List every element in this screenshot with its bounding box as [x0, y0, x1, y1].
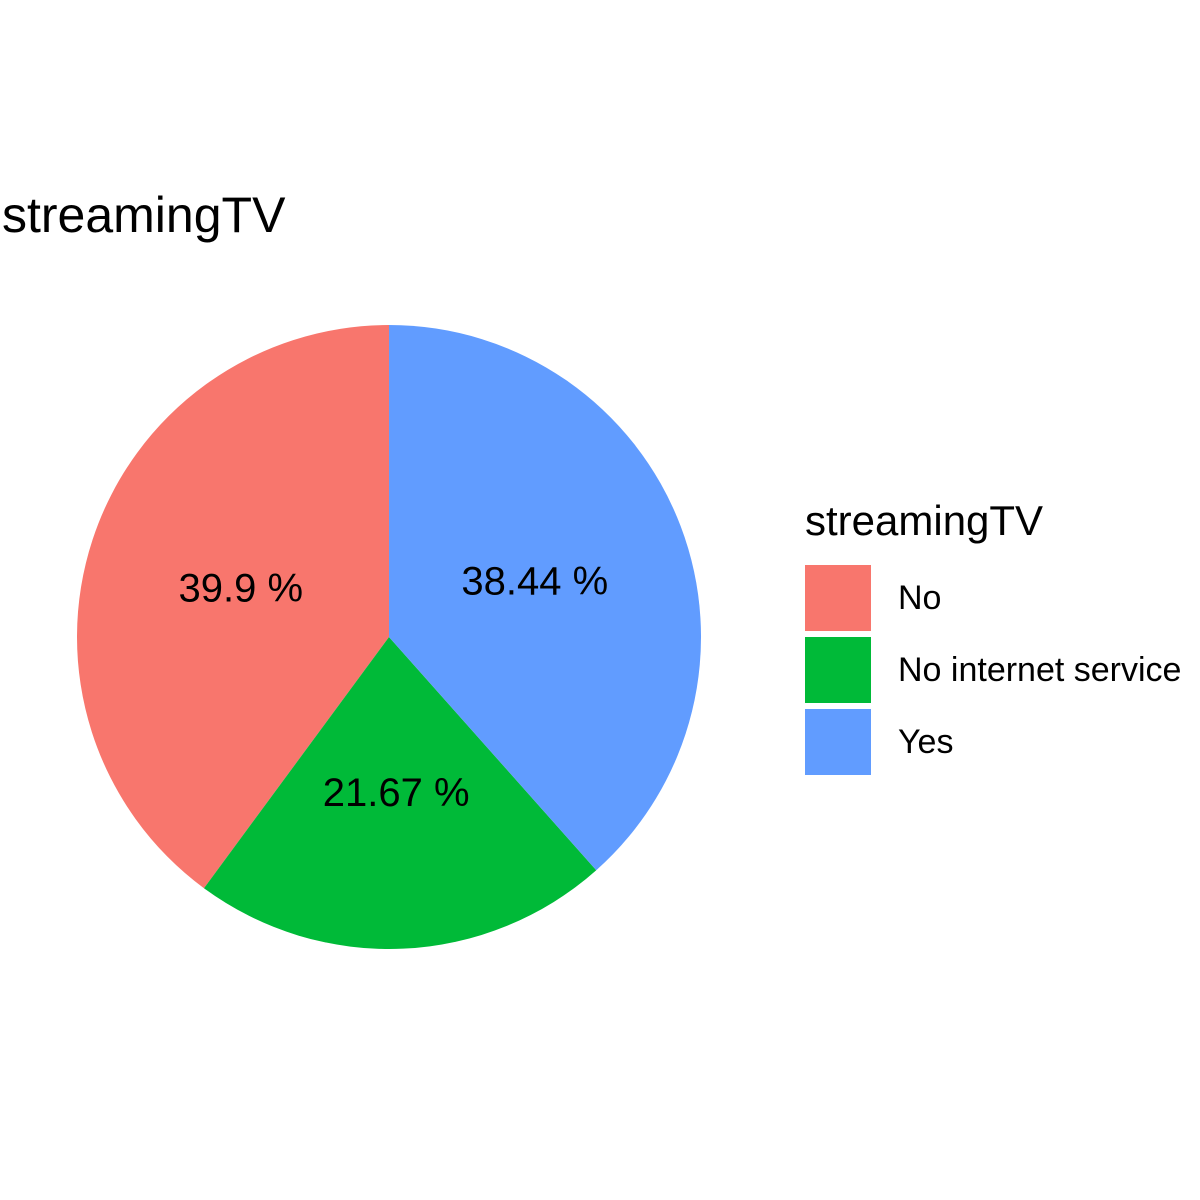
- pie-slice-yes: [389, 325, 702, 871]
- chart-title: streamingTV: [2, 187, 286, 243]
- legend-label-no-internet-service: No internet service: [898, 650, 1182, 689]
- legend-key-no: [805, 565, 871, 631]
- legend-item-yes: Yes: [805, 706, 1181, 778]
- legend: streamingTV No No internet service Yes: [805, 500, 1181, 778]
- legend-item-no-internet-service: No internet service: [805, 634, 1181, 706]
- legend-key-yes: [805, 709, 871, 775]
- pie-slice-labels: 39.9 % 21.67 % 38.44 %: [179, 560, 609, 815]
- pie-label-no: 39.9 %: [179, 566, 304, 610]
- pie-slice-no-internet-service: [203, 637, 597, 950]
- pie-label-no-internet-service: 21.67 %: [323, 771, 470, 815]
- legend-title: streamingTV: [805, 497, 1044, 544]
- legend-label-yes: Yes: [898, 722, 954, 761]
- legend-key-no-internet-service: [805, 637, 871, 703]
- pie-label-yes: 38.44 %: [461, 560, 608, 604]
- pie-slice-no: [77, 325, 390, 889]
- legend-item-no: No: [805, 562, 1181, 634]
- legend-label-no: No: [898, 578, 942, 617]
- pie-slices: [77, 325, 702, 950]
